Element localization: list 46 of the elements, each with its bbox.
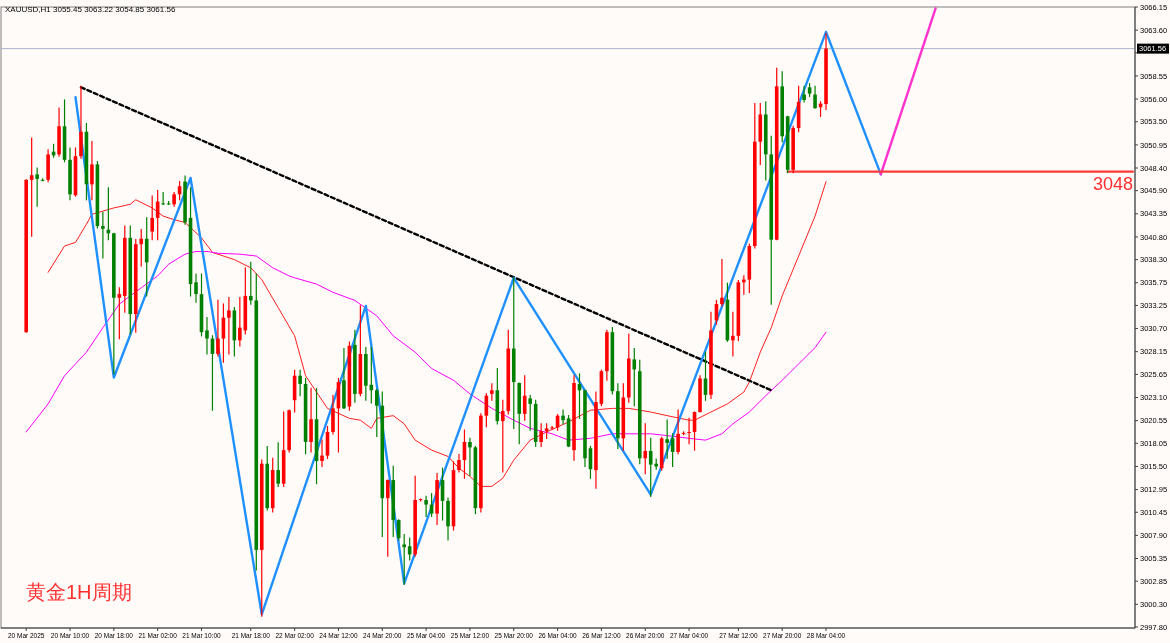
candlestick	[665, 419, 669, 459]
candlestick	[632, 347, 637, 407]
candlestick	[375, 388, 379, 438]
candlestick	[320, 439, 324, 468]
line-series	[25, 250, 827, 441]
candlestick	[194, 273, 198, 303]
candlestick	[501, 399, 505, 473]
candlestick	[144, 217, 149, 297]
chart-title: XAUUSD,H1 3055.45 3063.22 3054.85 3061.56	[5, 5, 176, 14]
candlestick	[468, 437, 472, 477]
candlestick	[216, 299, 220, 357]
candlestick	[29, 137, 34, 237]
annotation: 黄金1H周期	[26, 581, 132, 603]
candlestick	[298, 369, 302, 397]
candlestick	[402, 533, 406, 585]
candlestick	[139, 229, 144, 267]
candlestick	[561, 409, 565, 425]
candlestick	[643, 423, 648, 475]
candlestick	[205, 317, 209, 355]
candlestick	[35, 167, 39, 207]
candlestick	[687, 417, 691, 445]
candlestick	[161, 191, 165, 205]
candlestick	[276, 442, 280, 487]
candlestick	[385, 479, 390, 557]
annotation: 3048	[1092, 173, 1133, 194]
candlestick	[331, 395, 335, 435]
candlestick	[731, 311, 735, 357]
candlestick	[528, 395, 532, 431]
candlestick	[309, 387, 313, 453]
candlestick	[813, 85, 817, 109]
candlestick	[550, 425, 554, 430]
candlestick	[101, 211, 105, 259]
candlestick	[676, 409, 680, 455]
candlestick	[539, 423, 543, 448]
candlestick	[802, 85, 806, 103]
candlestick	[720, 259, 724, 307]
candlestick	[238, 297, 242, 347]
candlestick	[522, 375, 527, 421]
line-series	[47, 181, 827, 487]
candlestick	[249, 261, 253, 305]
candlestick	[396, 519, 401, 541]
candlestick	[90, 141, 94, 201]
candlestick	[117, 287, 122, 340]
candlestick	[227, 297, 231, 355]
candlestick	[150, 195, 154, 241]
candlestick	[424, 495, 428, 517]
